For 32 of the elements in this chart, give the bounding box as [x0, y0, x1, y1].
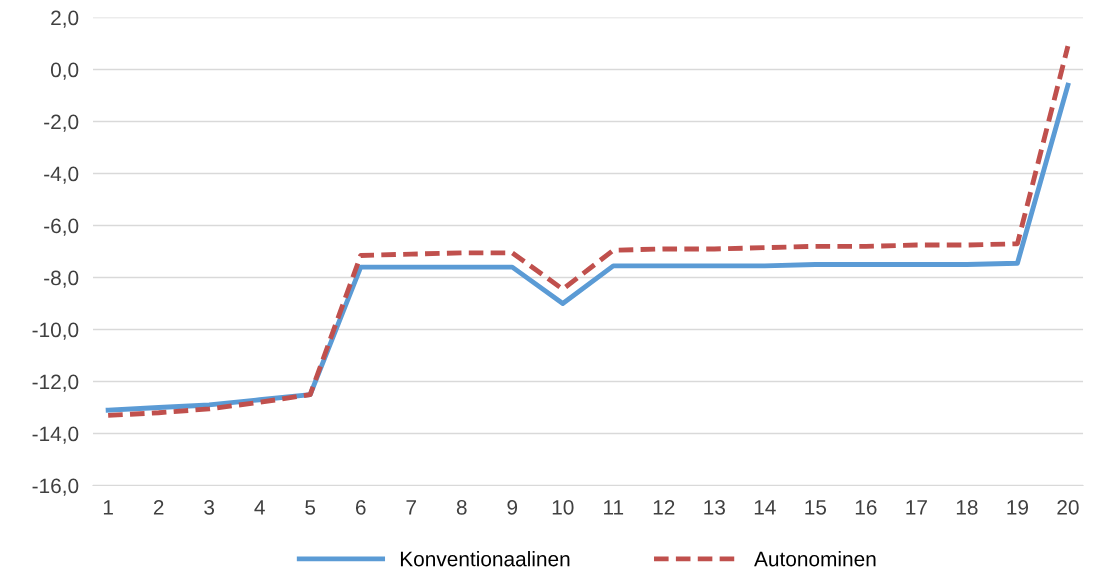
legend-label: Konventionaalinen	[400, 551, 570, 567]
x-tick-label: 12	[653, 499, 675, 515]
y-tick-label: -16,0	[32, 478, 79, 496]
x-tick-label: 16	[855, 499, 877, 515]
x-tick-label: 13	[704, 499, 725, 515]
y-tick-label: -6,0	[44, 218, 79, 236]
x-tick-label: 4	[254, 500, 265, 515]
x-tick-label: 14	[754, 500, 776, 515]
x-tick-label: 11	[604, 500, 624, 515]
y-tick-label: -12,0	[32, 374, 79, 392]
x-tick-label: 1	[103, 500, 113, 515]
y-tick-label: -4,0	[44, 166, 79, 184]
x-tick-label: 5	[305, 500, 316, 515]
x-tick-label: 17	[906, 500, 927, 515]
legend-label: Autonominen	[754, 551, 876, 567]
x-tick-label: 7	[406, 500, 416, 515]
y-tick-label: 0,0	[50, 62, 79, 80]
y-tick-label: 2,0	[51, 10, 79, 28]
x-tick-label: 19	[1007, 499, 1028, 515]
x-tick-label: 10	[552, 499, 574, 515]
y-tick-label: -2,0	[44, 114, 79, 132]
x-tick-label: 3	[204, 499, 215, 515]
x-tick-label: 2	[153, 499, 164, 515]
x-tick-label: 8	[456, 499, 467, 515]
y-tick-label: -8,0	[44, 270, 79, 288]
x-tick-label: 6	[355, 499, 366, 515]
x-tick-label: 9	[507, 499, 518, 515]
y-tick-label: -14,0	[32, 426, 79, 444]
x-tick-label: 15	[805, 500, 827, 515]
x-tick-label: 20	[1057, 499, 1079, 515]
x-tick-label: 18	[956, 499, 978, 515]
y-tick-label: -10,0	[32, 322, 79, 340]
